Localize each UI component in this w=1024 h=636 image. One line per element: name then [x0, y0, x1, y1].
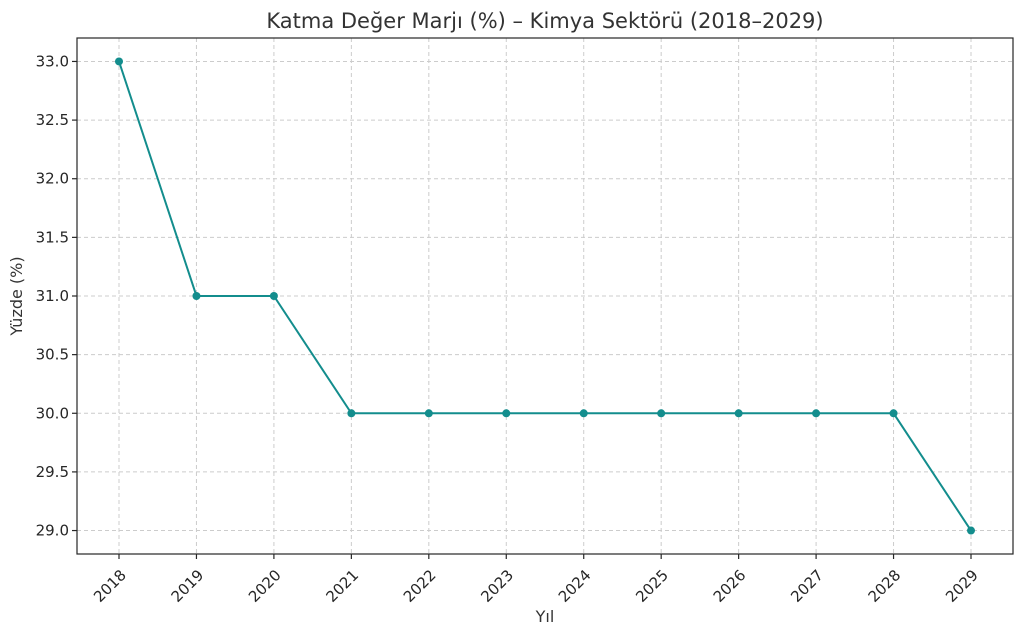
y-tick-label: 29.0	[36, 522, 69, 540]
y-tick-label: 32.5	[36, 111, 69, 129]
x-tick-label: 2026	[710, 566, 750, 606]
series-line	[118, 61, 972, 532]
y-tick-label: 33.0	[36, 52, 69, 70]
y-tick-label: 31.0	[36, 287, 69, 305]
data-point	[347, 409, 356, 418]
x-axis: 2018 2019 2020 2021 2022 2023 2024 2025 2026 2027…	[90, 554, 982, 606]
chart-title: Katma Değer Marjı (%) – Kimya Sektörü (2…	[266, 9, 823, 33]
x-tick-label: 2023	[477, 566, 517, 606]
data-point	[269, 292, 278, 300]
x-tick-label: 2027	[787, 566, 827, 606]
x-tick-label: 2018	[90, 566, 130, 606]
data-point	[889, 409, 898, 418]
y-tick-label: 30.0	[36, 404, 69, 422]
y-tick-label: 31.5	[36, 228, 69, 246]
data-point	[115, 57, 123, 66]
x-tick-label: 2029	[942, 566, 982, 606]
y-axis: 29.0 29.5 30.0 30.5 31.0 31.5 32.0 32.5 33.0	[36, 52, 77, 540]
x-tick-label: 2019	[168, 566, 208, 606]
data-point	[812, 409, 821, 418]
y-tick-label: 32.0	[36, 170, 69, 188]
data-point	[657, 409, 666, 418]
y-tick-label: 30.5	[36, 346, 69, 364]
data-point	[967, 526, 975, 535]
x-tick-label: 2024	[555, 566, 595, 606]
x-tick-label: 2020	[245, 566, 285, 606]
x-axis-label: Yıl	[535, 607, 555, 626]
data-point	[502, 409, 511, 418]
data-point	[734, 409, 743, 418]
x-tick-label: 2028	[865, 566, 905, 606]
series	[115, 57, 975, 535]
data-point	[424, 409, 433, 418]
y-tick-label: 29.5	[36, 463, 69, 481]
y-axis-label: Yüzde (%)	[7, 256, 26, 336]
x-tick-label: 2021	[322, 566, 362, 606]
data-point	[579, 409, 588, 418]
data-point	[192, 292, 201, 300]
x-tick-label: 2022	[400, 566, 440, 606]
grid	[77, 38, 1013, 554]
x-tick-label: 2025	[632, 566, 672, 606]
